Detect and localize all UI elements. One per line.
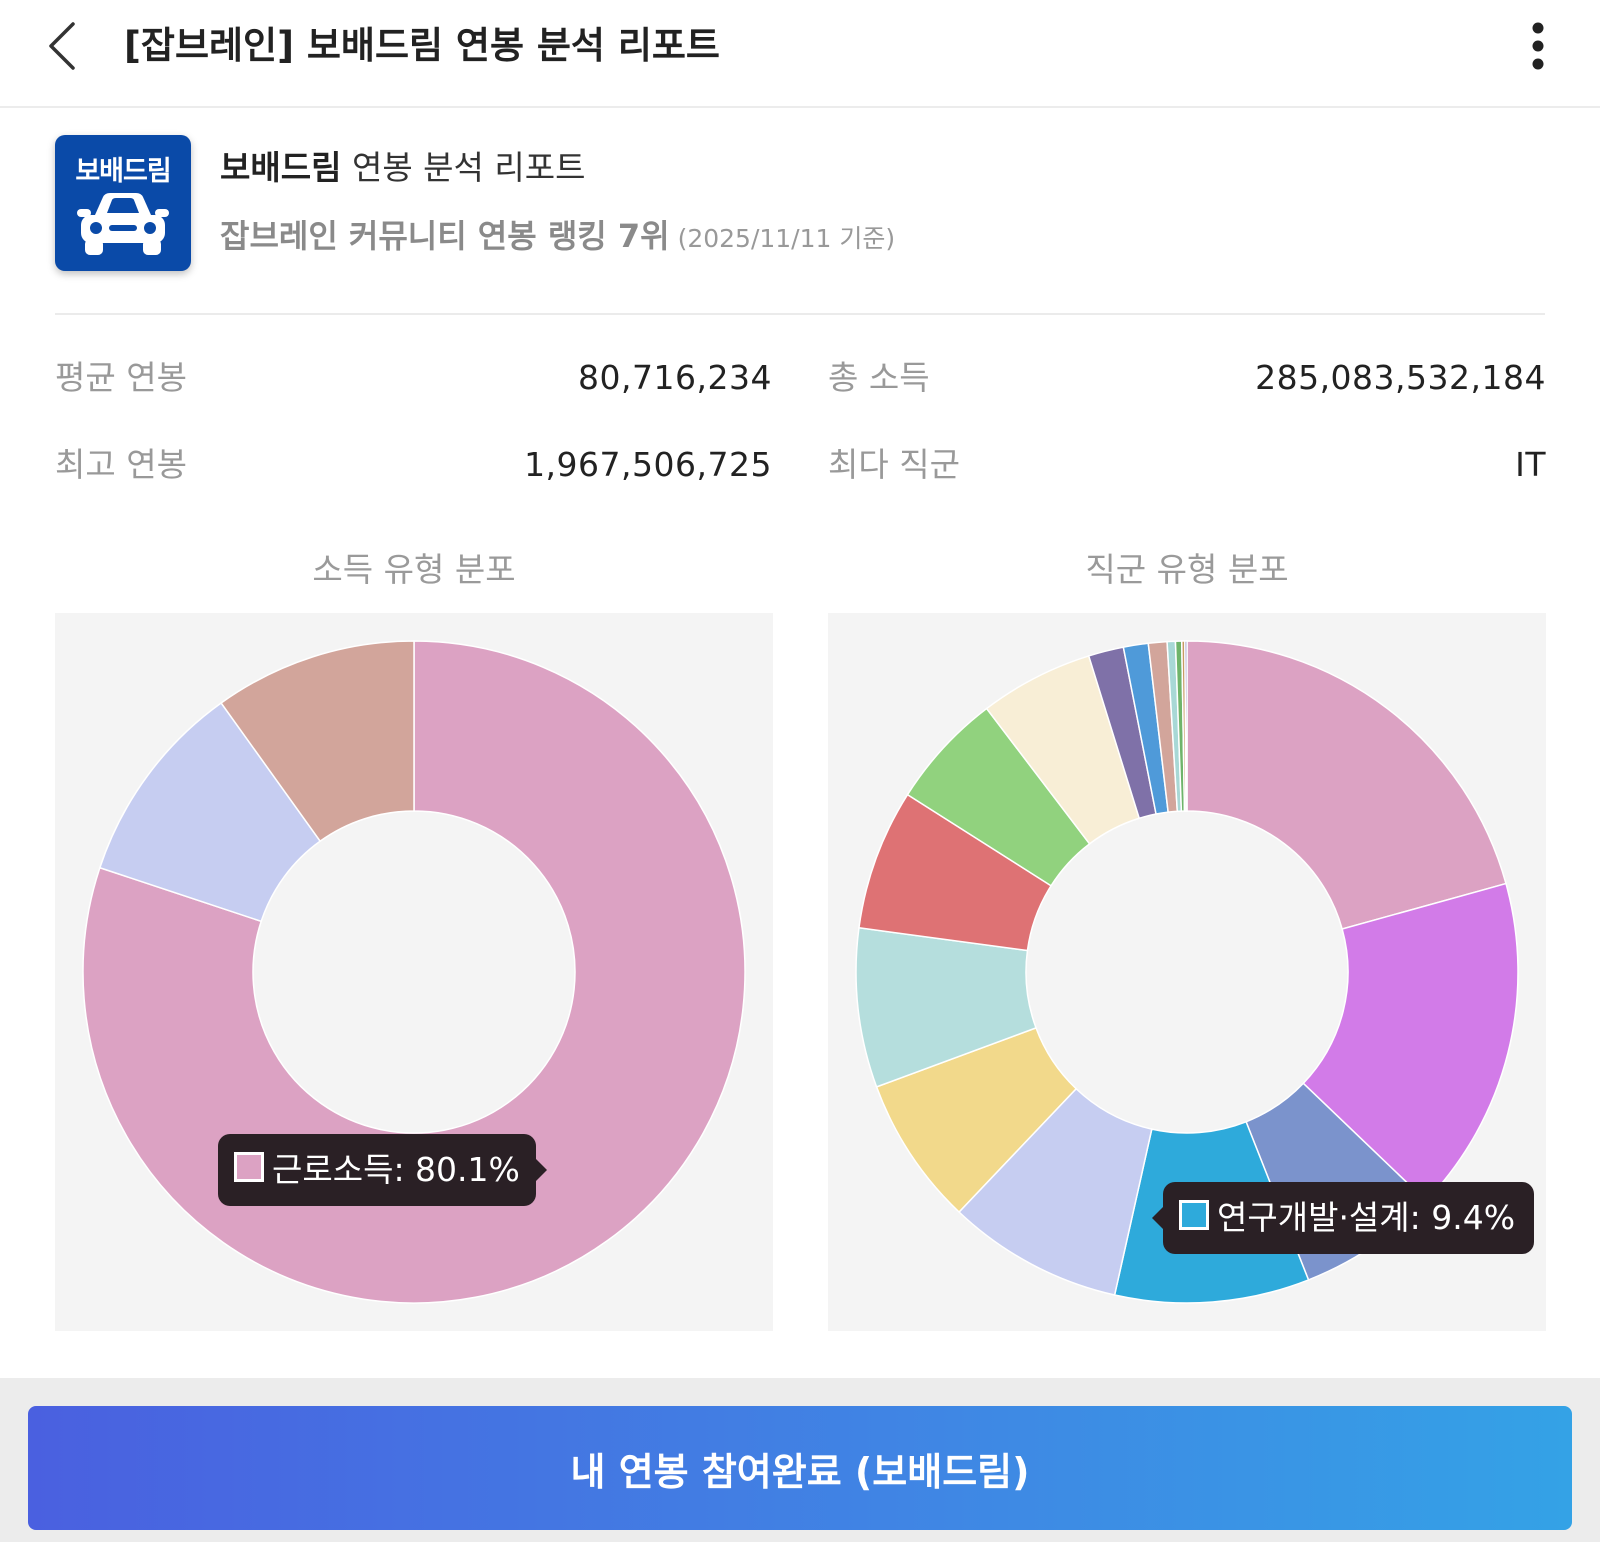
logo-text: 보배드림 [75,156,171,187]
ranking-date: (2025/11/11 기준) [677,224,896,253]
car-icon [77,193,169,255]
income-chart-title: 소득 유형 분포 [312,550,516,589]
donut-slice-3[interactable] [220,640,415,843]
salary-participation-button[interactable]: 내 연봉 참여완료 (보배드림) [28,1406,1572,1530]
tooltip-text: 연구개발·설계: 9.4% [1217,1198,1516,1237]
company-title: 보배드림 연봉 분석 리포트 [220,146,585,190]
tooltip-text: 근로소득: 80.1% [272,1150,520,1189]
tooltip-swatch [1179,1200,1209,1230]
ranking-text: 잡브레인 커뮤니티 연봉 랭킹 7위 [220,217,670,255]
more-vertical-icon [1532,22,1544,70]
donut-slice-17[interactable] [1184,640,1188,812]
avg-salary-value: 80,716,234 [578,358,772,397]
more-options-button[interactable] [1510,16,1566,76]
company-name: 보배드림 [220,148,342,187]
company-title-suffix: 연봉 분석 리포트 [351,148,586,187]
section-divider [55,313,1545,315]
max-salary-label: 최고 연봉 [55,445,187,484]
income-type-chart[interactable] [55,613,773,1331]
top-job-label: 최다 직군 [828,445,960,484]
income-donut-svg [82,640,746,1304]
total-income-value: 285,083,532,184 [1255,358,1546,397]
job-chart-tooltip: 연구개발·설계: 9.4% [1152,1182,1534,1254]
income-chart-tooltip: 근로소득: 80.1% [218,1134,547,1206]
total-income-label: 총 소득 [828,358,930,397]
tooltip-arrow [1152,1207,1163,1229]
tooltip-swatch [234,1152,264,1182]
app-header: [잡브레인] 보배드림 연봉 분석 리포트 [0,0,1600,108]
ranking-info: 잡브레인 커뮤니티 연봉 랭킹 7위 (2025/11/11 기준) [220,214,895,258]
job-donut-svg [855,640,1519,1304]
tooltip-arrow [536,1159,547,1181]
top-job-value: IT [1515,445,1546,484]
job-chart-title: 직군 유형 분포 [1085,550,1289,589]
chevron-left-icon [49,22,75,70]
page-title: [잡브레인] 보배드림 연봉 분석 리포트 [124,24,720,67]
back-button[interactable] [36,18,88,74]
avg-salary-label: 평균 연봉 [55,358,187,397]
max-salary-value: 1,967,506,725 [524,445,772,484]
donut-slice-1[interactable] [1186,640,1507,930]
company-logo: 보배드림 [55,135,191,271]
